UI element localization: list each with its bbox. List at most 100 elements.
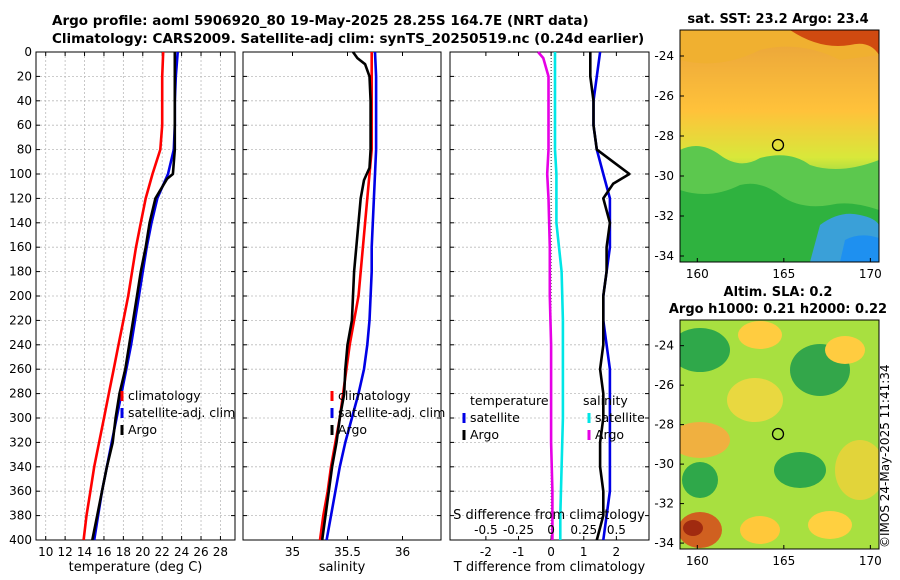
temp-xtick-label: 24 <box>174 545 189 559</box>
sla-xtick-label: 160 <box>686 554 709 568</box>
temp-legend-label: Argo <box>128 422 157 437</box>
sal-xlabel: salinity <box>319 560 366 575</box>
sst-ytick-label: -24 <box>654 49 674 63</box>
temp-ytick-label: 160 <box>9 240 32 254</box>
temperature-panel: 10 12 14 16 18 20 22 24 26 2802040608010012014016… <box>9 45 236 575</box>
sst-ytick-label: -26 <box>654 89 674 103</box>
diff-xlabel: T difference from climatology <box>453 560 646 575</box>
sal-legend-label: Argo <box>338 422 367 437</box>
sla-ytick-label: -26 <box>654 378 674 392</box>
temp-ytick-label: 360 <box>9 484 32 498</box>
temp-xtick-label: 20 <box>135 545 150 559</box>
sal-series-satellite-adj-clim <box>325 51 378 541</box>
temp-xlabel: temperature (deg C) <box>69 560 203 575</box>
temp-ytick-label: 60 <box>17 118 32 132</box>
temp-ytick-label: 240 <box>9 338 32 352</box>
diff-xtick-top-label: -0.25 <box>503 523 534 537</box>
sla-map-title-line1: Altim. SLA: 0.2 <box>724 285 833 300</box>
temp-ytick-label: 320 <box>9 435 32 449</box>
diff-xtick-top-label: 0.5 <box>607 523 626 537</box>
diff-legend-temperature-label: Argo <box>470 427 499 442</box>
temp-ytick-label: 380 <box>9 509 32 523</box>
temp-xtick-label: 10 <box>38 545 53 559</box>
sst-ytick-label: -32 <box>654 209 674 223</box>
copyright-stamp: ©IMOS 24-May-2025 11:41:34 <box>878 364 892 548</box>
diff-legend-temperature-label: satellite <box>470 410 520 425</box>
salinity-panel: 35 35.5 36 salinity climatology satellite-adj… <box>242 51 445 575</box>
sst-field <box>680 30 879 262</box>
diff-legend-salinity-label: Argo <box>595 427 624 442</box>
temp-ytick-label: 0 <box>24 45 32 59</box>
sst-ytick-label: -28 <box>654 129 674 143</box>
sst-map-title: sat. SST: 23.2 Argo: 23.4 <box>687 12 868 27</box>
sst-xtick-label: 160 <box>686 267 709 281</box>
temp-ytick-label: 20 <box>17 69 32 83</box>
sst-ytick-label: -30 <box>654 169 674 183</box>
temp-ytick-label: 200 <box>9 289 32 303</box>
diff-legend-salinity-title: salinity <box>583 393 628 408</box>
sla-field <box>680 320 879 549</box>
sal-series-argo <box>320 51 372 541</box>
figure-title-line1: Argo profile: aoml 5906920_80 19-May-202… <box>52 13 589 29</box>
sla-map-title-line2: Argo h1000: 0.21 h2000: 0.22 <box>669 302 887 317</box>
diff-series-temperature-argo <box>589 52 631 541</box>
temp-ytick-label: 120 <box>9 191 32 205</box>
temp-ytick-label: 180 <box>9 265 32 279</box>
temp-xtick-label: 16 <box>96 545 111 559</box>
sst-xtick-label: 170 <box>859 267 882 281</box>
diff-xtick-label: 0 <box>547 545 555 559</box>
sla-ytick-label: -24 <box>654 339 674 353</box>
temp-legend-label: climatology <box>128 388 201 403</box>
sst-map: sat. SST: 23.2 Argo: 23.4 160 165 170 -24 -2… <box>654 12 881 281</box>
temp-ytick-label: 280 <box>9 387 32 401</box>
sla-ytick-label: -30 <box>654 457 674 471</box>
temp-legend-label: satellite-adj. clim <box>128 405 235 420</box>
sst-ytick-label: -34 <box>654 249 674 263</box>
sal-xtick-label: 35.5 <box>334 545 361 559</box>
temp-xtick-label: 12 <box>57 545 72 559</box>
temp-xtick-label: 28 <box>213 545 228 559</box>
diff-series-salinity-argo <box>537 51 554 540</box>
difference-panel: -2 -1 0 1 2T difference from climatology temp… <box>449 51 650 575</box>
diff-xtick-label: -2 <box>480 545 492 559</box>
diff-xtick-top-label: 0.25 <box>570 523 597 537</box>
diff-xtick-label: 2 <box>613 545 621 559</box>
diff-legend-temperature-title: temperature <box>470 393 549 408</box>
temp-series-argo <box>91 52 177 541</box>
temp-ytick-label: 140 <box>9 216 32 230</box>
sla-argo-location-marker <box>771 427 785 441</box>
temp-ytick-label: 100 <box>9 167 32 181</box>
sst-map-axes: 160 165 170 -24 -26 -28 -30 -32 -34 <box>654 49 881 281</box>
temp-ytick-label: 80 <box>17 143 32 157</box>
temp-xtick-label: 26 <box>193 545 208 559</box>
temp-xtick-label: 22 <box>155 545 170 559</box>
sla-ytick-label: -28 <box>654 418 674 432</box>
temp-ytick-label: 300 <box>9 411 32 425</box>
sal-xtick-label: 36 <box>395 545 410 559</box>
diff-legend-salinity-label: satellite <box>595 410 645 425</box>
diff-xlabel-top: S difference from climatology <box>453 508 645 523</box>
sla-ytick-label: -32 <box>654 497 674 511</box>
sal-legend-label: climatology <box>338 388 411 403</box>
sst-argo-location-marker <box>771 138 785 152</box>
temp-ytick-label: 40 <box>17 94 32 108</box>
sal-xtick-label: 35 <box>285 545 300 559</box>
diff-xtick-top-label: -0.5 <box>474 523 497 537</box>
temp-ytick-label: 260 <box>9 362 32 376</box>
diff-xtick-label: 1 <box>580 545 588 559</box>
sla-xtick-label: 170 <box>859 554 882 568</box>
figure-title-line2: Climatology: CARS2009. Satellite-adj cli… <box>52 31 645 47</box>
diff-series-salinity-satellite <box>553 52 565 540</box>
temp-xtick-label: 18 <box>116 545 131 559</box>
sla-map-axes: 160 165 170 -24 -26 -28 -30 -32 -34 <box>654 339 881 568</box>
temp-xtick-label: 14 <box>77 545 92 559</box>
sla-ytick-label: -34 <box>654 536 674 550</box>
temp-ytick-label: 220 <box>9 313 32 327</box>
diff-xtick-label: -1 <box>513 545 525 559</box>
temp-ytick-label: 400 <box>9 533 32 547</box>
sal-legend-label: satellite-adj. clim <box>338 405 445 420</box>
sla-map: Altim. SLA: 0.2 Argo h1000: 0.21 h2000: … <box>654 285 887 568</box>
temp-series-climatology <box>82 51 165 541</box>
temp-ytick-label: 340 <box>9 460 32 474</box>
